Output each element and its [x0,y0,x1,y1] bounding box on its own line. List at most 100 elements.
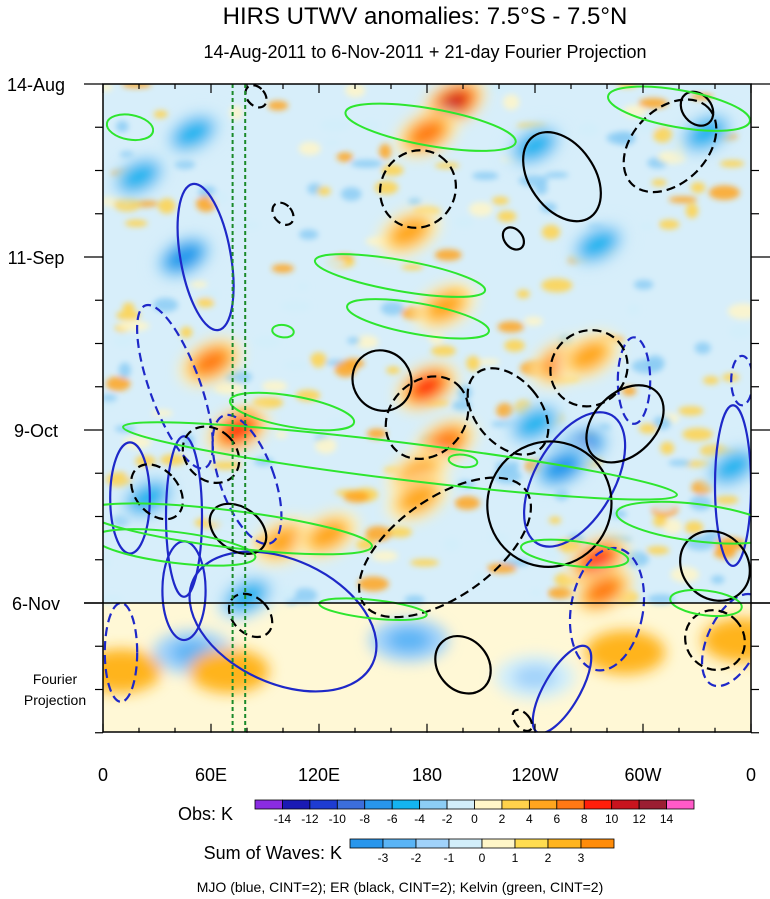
anomaly-texture-patch [727,303,751,320]
anomaly-texture-patch [434,162,460,169]
er-contour [466,367,550,456]
anomaly-texture-patch [267,100,289,111]
anomaly-field-layer [107,84,751,622]
anomaly-texture-patch [493,468,522,484]
plot-area [103,84,751,732]
anomaly-texture-patch [323,139,341,147]
kelvin-contour [344,102,517,152]
anomaly-texture-patch [381,164,404,177]
anomaly-texture-patch [685,203,699,219]
y-tick-label: 6-Nov [12,594,60,614]
kelvin-contour [313,253,487,298]
marker-lines [231,84,247,732]
anomaly-texture-patch [491,196,509,205]
anomaly-texture-patch [713,546,736,559]
anomaly-texture-patch [434,249,462,261]
anomaly-texture-patch [408,198,422,206]
er-contour [549,328,629,408]
anomaly-texture-patch [544,171,569,178]
obs-colorbar-tick-label: 6 [553,812,560,826]
kelvin-contour [122,421,678,501]
obs-colorbar-swatch [336,799,366,810]
x-tick-label: 0 [746,765,756,785]
anomaly-texture-patch [298,141,321,156]
x-tick-label: 0 [98,765,108,785]
anomaly-texture-patch [610,510,627,519]
anomaly-texture-patch [103,594,123,605]
anomaly-texture-patch [200,289,220,300]
obs-colorbar-tick-label: 8 [581,812,588,826]
anomaly-texture-patch [151,409,173,417]
anomaly-texture-patch [487,563,517,574]
waves-colorbar-swatch [448,838,483,849]
waves-colorbar-swatch [514,838,549,849]
anomaly-texture-patch [670,566,700,583]
anomaly-texture-patch [105,376,131,392]
anomaly-texture-patch [340,187,362,201]
anomaly-texture-patch [633,279,654,290]
anomaly-blob [427,292,463,321]
anomaly-blob [517,410,553,438]
anomaly-texture-patch [694,342,711,355]
anomaly-texture-patch [503,94,520,110]
kelvin-contour [615,500,751,545]
er-contour [434,635,492,695]
anomaly-texture-patch [658,219,680,230]
anomaly-texture-patch [473,570,487,585]
x-tick-label: 60E [195,765,227,785]
anomaly-texture-patch [157,198,176,214]
projection-blob [603,640,647,665]
anomaly-texture-patch [315,437,337,454]
obs-colorbar-swatch [309,799,338,810]
er-contour [486,440,613,568]
anomaly-texture-patch [651,179,667,187]
kelvin-contour [228,391,356,432]
anomaly-texture-patch [271,264,294,273]
obs-colorbar-swatch [474,799,503,810]
anomaly-texture-patch [708,185,740,200]
anomaly-texture-patch [623,551,650,567]
anomaly-blob [587,578,619,603]
er-contour [511,708,534,732]
obs-colorbar-swatch [528,799,558,810]
kelvin-contour [519,538,630,569]
waves-colorbar-swatch [382,838,417,849]
anomaly-texture-patch [124,219,148,227]
chart-subtitle: 14-Aug-2011 to 6-Nov-2011 + 21-day Fouri… [203,42,646,62]
anomaly-texture-patch [343,490,370,503]
anomaly-texture-patch [355,538,375,551]
anomaly-texture-patch [152,297,179,313]
anomaly-texture-patch [640,222,655,231]
anomaly-texture-patch [638,97,668,109]
anomaly-blob [571,342,607,370]
anomaly-texture-patch [578,122,599,137]
er-contour [130,463,184,521]
anomaly-texture-patch [229,105,243,121]
anomaly-texture-patch [196,297,215,308]
anomaly-texture-patch [328,417,346,431]
anomaly-texture-patch [547,587,574,599]
obs-colorbar-label: Obs: K [178,804,233,824]
er-contour [351,349,413,412]
er-contour [244,84,268,109]
anomaly-texture-patch [682,427,713,441]
waves-colorbar-tick-label: -3 [378,851,389,865]
anomaly-texture-patch [122,302,135,313]
anomaly-texture-patch [206,513,239,525]
anomaly-texture-patch [638,423,658,434]
obs-colorbar-tick-label: -6 [387,812,398,826]
er-contour [271,201,295,226]
obs-colorbar-swatch [556,799,585,810]
anomaly-texture-patch [209,191,229,205]
obs-colorbar-swatch [254,799,283,810]
x-tick-label: 60W [624,765,661,785]
anomaly-texture-patch [678,406,704,416]
y-tick-label: 11-Sep [8,248,65,268]
anomaly-texture-patch [310,352,327,368]
anomaly-texture-patch [232,220,261,230]
er-contour [501,226,526,251]
mjo-contour [176,182,235,332]
projection-blob [103,658,143,683]
anomaly-texture-patch [516,289,530,299]
